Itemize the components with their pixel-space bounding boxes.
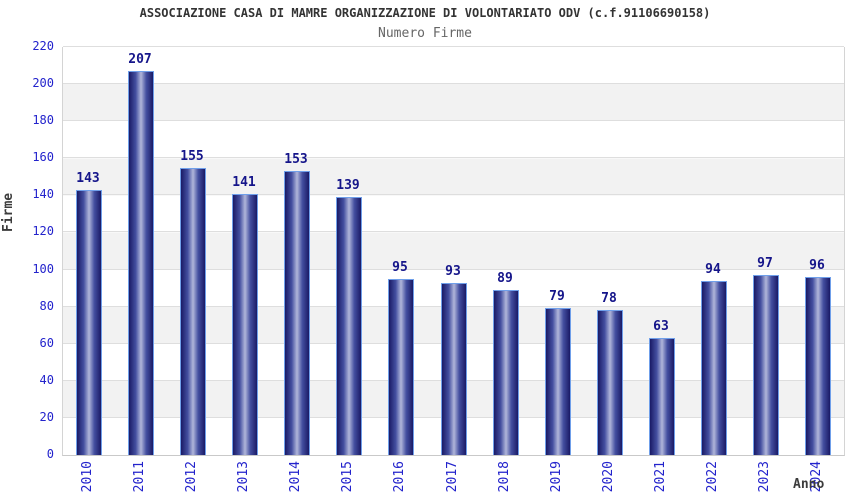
bar	[388, 279, 414, 455]
y-tick-label: 40	[39, 372, 54, 387]
bar-value-label: 139	[336, 178, 360, 193]
y-tick-label: 60	[39, 335, 54, 350]
bar-value-label: 143	[76, 171, 100, 186]
x-tick-label: 2018	[497, 461, 512, 493]
x-tick-label: 2012	[184, 461, 199, 493]
bar-value-label: 153	[284, 152, 308, 167]
chart-subtitle: Numero Firme	[378, 26, 472, 41]
y-tick-label: 200	[32, 76, 54, 91]
x-tick-label: 2020	[601, 461, 616, 493]
x-tick-label: 2015	[340, 461, 355, 493]
plot-area	[62, 46, 845, 456]
bar-value-label: 95	[392, 260, 408, 275]
x-tick-label: 2011	[132, 461, 147, 493]
bar-value-label: 96	[809, 258, 825, 273]
bar-value-label: 94	[705, 262, 721, 277]
bar	[597, 310, 623, 455]
y-tick-label: 220	[32, 39, 54, 53]
gridline	[63, 231, 844, 233]
gridline	[63, 46, 844, 47]
x-tick-label: 2022	[705, 461, 720, 493]
bar	[805, 277, 831, 455]
y-tick-label: 100	[32, 261, 54, 276]
y-tick-label: 80	[39, 298, 54, 313]
bar-value-label: 63	[653, 319, 669, 334]
x-tick-label: 2021	[653, 461, 668, 493]
bar-value-label: 79	[549, 289, 565, 304]
x-axis-title: Anno	[793, 477, 825, 492]
gridline	[63, 157, 844, 159]
x-tick-label: 2019	[549, 461, 564, 493]
bar-value-label: 207	[128, 52, 152, 67]
chart-title: ASSOCIAZIONE CASA DI MAMRE ORGANIZZAZION…	[139, 6, 711, 20]
bar	[441, 283, 467, 455]
bar	[180, 168, 206, 455]
bar	[284, 171, 310, 455]
gridline	[63, 83, 844, 85]
bar-value-label: 78	[601, 291, 617, 306]
x-tick-label: 2014	[288, 461, 303, 493]
bar	[545, 308, 571, 455]
y-tick-label: 20	[39, 409, 54, 424]
gridline	[63, 120, 844, 122]
y-tick-label: 180	[32, 113, 54, 128]
y-tick-label: 160	[32, 150, 54, 165]
bar-value-label: 93	[445, 264, 461, 279]
bar	[701, 281, 727, 455]
y-tick-label: 120	[32, 224, 54, 239]
x-tick-label: 2013	[236, 461, 251, 493]
bar	[128, 71, 154, 455]
bar-value-label: 97	[757, 256, 773, 271]
x-tick-label: 2010	[80, 461, 95, 493]
bar-value-label: 141	[232, 175, 256, 190]
bar	[76, 190, 102, 455]
x-tick-label: 2017	[445, 461, 460, 493]
y-tick-label: 0	[46, 447, 54, 461]
x-tick-label: 2016	[392, 461, 407, 493]
bar-value-label: 155	[180, 149, 204, 164]
bar	[649, 338, 675, 455]
bar	[336, 197, 362, 455]
bar	[232, 194, 258, 455]
y-tick-label: 140	[32, 187, 54, 202]
gridline	[63, 194, 844, 196]
gridline	[63, 268, 844, 270]
x-tick-label: 2023	[757, 461, 772, 493]
bar-value-label: 89	[497, 271, 513, 286]
bar	[753, 275, 779, 455]
bar	[493, 290, 519, 455]
